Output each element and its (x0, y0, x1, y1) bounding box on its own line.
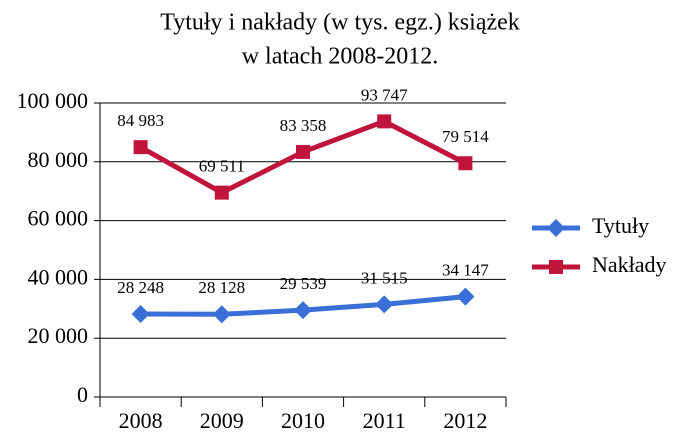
legend-marker (549, 260, 563, 274)
x-tick-label: 2008 (119, 408, 163, 433)
marker (375, 295, 394, 314)
data-label: 84 983 (117, 111, 164, 130)
marker (456, 287, 475, 306)
marker (294, 301, 312, 320)
marker (296, 144, 310, 159)
data-label: 29 539 (280, 274, 327, 293)
x-tick-label: 2012 (443, 408, 487, 433)
marker (458, 156, 473, 171)
data-label: 79 514 (442, 127, 489, 146)
y-tick-label: 80 000 (28, 147, 89, 172)
data-label: 28 248 (117, 278, 164, 297)
chart-title: Tytuły i nakłady (w tys. egz.) książek (160, 10, 520, 36)
data-label: 31 515 (361, 268, 408, 287)
data-label: 93 747 (361, 85, 408, 104)
y-tick-label: 20 000 (28, 323, 89, 348)
marker (377, 114, 392, 129)
data-label: 34 147 (442, 261, 489, 280)
data-label: 83 358 (280, 116, 327, 135)
data-label: 28 128 (198, 278, 245, 297)
y-tick-label: 60 000 (28, 206, 89, 231)
marker (133, 140, 148, 155)
x-tick-label: 2010 (281, 408, 325, 433)
y-tick-label: 40 000 (28, 264, 89, 289)
legend-label: Tytuły (592, 213, 649, 238)
legend-label: Nakłady (592, 252, 667, 277)
marker (131, 304, 150, 323)
chart-title: w latach 2008-2012. (242, 44, 439, 70)
y-tick-label: 100 000 (17, 88, 89, 113)
x-tick-label: 2011 (363, 408, 406, 433)
legend-marker (547, 219, 565, 237)
data-label: 69 511 (199, 157, 245, 176)
y-tick-label: 0 (77, 382, 88, 407)
marker (212, 305, 231, 324)
marker (214, 185, 229, 200)
x-tick-label: 2009 (200, 408, 244, 433)
